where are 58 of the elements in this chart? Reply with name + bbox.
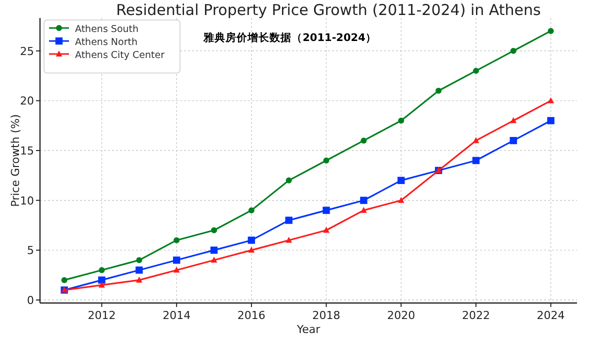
y-tick-label: 5: [27, 244, 34, 258]
point: [360, 138, 367, 144]
point: [248, 236, 256, 244]
x-axis-title: Year: [296, 323, 321, 336]
point: [286, 236, 292, 243]
point: [136, 266, 143, 274]
point: [248, 246, 255, 253]
legend-label: Athens North: [75, 37, 138, 48]
point: [174, 237, 180, 244]
x-tick-label: 2014: [162, 309, 191, 322]
point: [510, 48, 516, 54]
annotation: 雅典房价增长数据（2011-2024）: [202, 31, 376, 44]
point: [285, 216, 292, 224]
legend-label: Athens City Center: [75, 50, 165, 61]
point: [98, 267, 105, 274]
point: [398, 196, 404, 203]
point: [210, 256, 218, 263]
point: [398, 176, 405, 184]
y-axis-title: Price Growth (%): [9, 114, 22, 207]
point: [98, 276, 106, 284]
x-tick-label: 2022: [462, 309, 490, 322]
point: [472, 156, 480, 164]
x-tick-label: 2024: [536, 309, 565, 322]
y-tick-label: 20: [20, 94, 34, 108]
point: [61, 277, 68, 284]
x-tick-label: 2020: [387, 309, 416, 322]
point: [136, 276, 142, 283]
point: [548, 97, 554, 104]
chart-title: Residential Property Price Growth (2011-2024) in Athens: [116, 1, 542, 19]
point: [323, 158, 330, 164]
point: [472, 137, 480, 144]
point: [172, 256, 180, 264]
x-tick-label: 2018: [312, 309, 340, 322]
x-tick-label: 2012: [88, 309, 116, 322]
point: [547, 117, 554, 124]
point: [472, 68, 479, 74]
point: [398, 118, 404, 124]
point: [360, 196, 368, 204]
point: [173, 266, 180, 273]
point: [323, 226, 330, 233]
point: [322, 206, 330, 214]
point: [211, 227, 218, 234]
point: [136, 257, 142, 264]
point: [98, 282, 105, 288]
legend-label: Athens South: [75, 24, 139, 35]
point: [210, 246, 218, 254]
x-tick-label: 2016: [237, 309, 266, 322]
point: [436, 88, 442, 94]
point: [248, 207, 254, 214]
point: [510, 136, 517, 144]
point: [510, 117, 517, 124]
y-tick-label: 15: [20, 144, 34, 158]
y-tick-label: 25: [20, 44, 34, 58]
point: [360, 206, 367, 213]
y-tick-label: 10: [20, 194, 34, 208]
y-tick-label: 0: [27, 294, 34, 308]
point: [548, 28, 554, 34]
point: [286, 177, 292, 184]
